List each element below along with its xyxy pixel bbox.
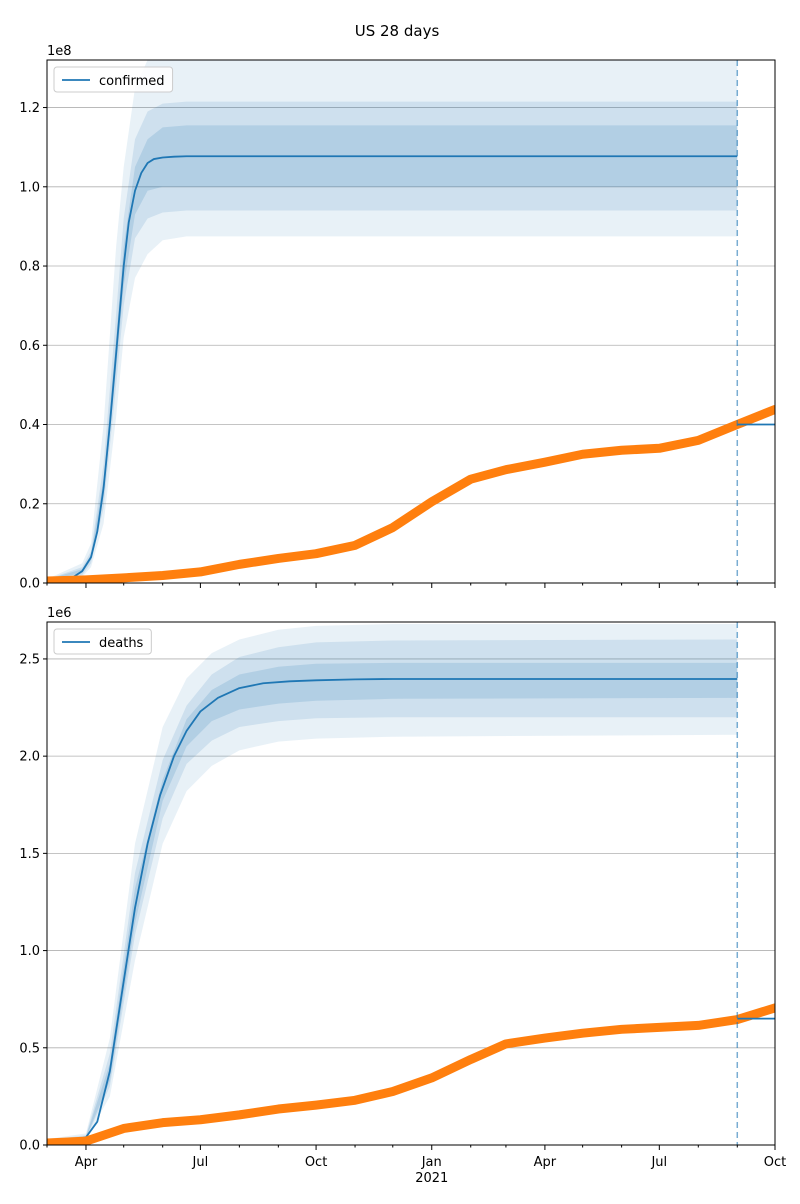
y-tick-label: 0.0 xyxy=(19,1139,40,1154)
uncertainty-band xyxy=(47,623,738,1143)
uncertainty-band xyxy=(47,125,738,581)
y-tick-label: 2.0 xyxy=(19,750,40,765)
legend: deaths xyxy=(53,628,152,655)
plot-area xyxy=(47,60,775,583)
x-tick-label: Apr xyxy=(534,1155,557,1170)
x-tick-label: Oct xyxy=(305,1155,327,1170)
x-tick-label: Jul xyxy=(192,1155,209,1170)
axes-frame xyxy=(46,59,776,584)
series-line xyxy=(47,1003,775,1145)
y-tick-label: 0.4 xyxy=(19,418,40,433)
deaths-panel: 0.0 0.5 1.0 1.5 2.0 2.5 1e6 Apr Jul Oct Jan Apr Jul O… xyxy=(19,606,786,1186)
y-tick-label: 1.0 xyxy=(19,180,40,195)
y-tick-label: 0.6 xyxy=(19,339,40,354)
y-scale-label: 1e6 xyxy=(47,606,72,621)
series-line xyxy=(47,155,738,581)
x-tick-label: Jul xyxy=(650,1155,667,1170)
x-year-label: 2021 xyxy=(415,1171,448,1186)
y-tick-label: 0.2 xyxy=(19,497,40,512)
y-tick-label: 2.5 xyxy=(19,652,40,667)
confirmed-panel: 0.0 0.2 0.4 0.6 0.8 1.0 1.2 1e8 confirmed xyxy=(19,44,776,592)
plot-area xyxy=(47,623,775,1145)
legend-box xyxy=(53,628,152,655)
series-line xyxy=(47,678,738,1143)
y-tick-label: 1.5 xyxy=(19,847,40,862)
x-tick-label: Jan xyxy=(421,1155,442,1170)
y-tick-label: 1.2 xyxy=(19,101,40,116)
x-tick-label: Apr xyxy=(75,1155,98,1170)
series-line xyxy=(47,404,775,583)
axes-frame xyxy=(46,621,776,1146)
y-tick-label: 1.0 xyxy=(19,944,40,959)
legend-box xyxy=(53,66,174,93)
y-scale-label: 1e8 xyxy=(47,44,72,59)
x-tick-label: Oct xyxy=(764,1155,786,1170)
legend: confirmed xyxy=(53,66,174,93)
figure-title: US 28 days xyxy=(355,22,440,40)
y-tick-label: 0.8 xyxy=(19,260,40,275)
legend-label: confirmed xyxy=(99,74,165,89)
uncertainty-band xyxy=(47,101,738,581)
y-tick-label: 0.5 xyxy=(19,1041,40,1056)
legend-label: deaths xyxy=(99,636,144,651)
uncertainty-band xyxy=(47,639,738,1142)
y-tick-label: 0.0 xyxy=(19,577,40,592)
uncertainty-band xyxy=(47,60,738,581)
